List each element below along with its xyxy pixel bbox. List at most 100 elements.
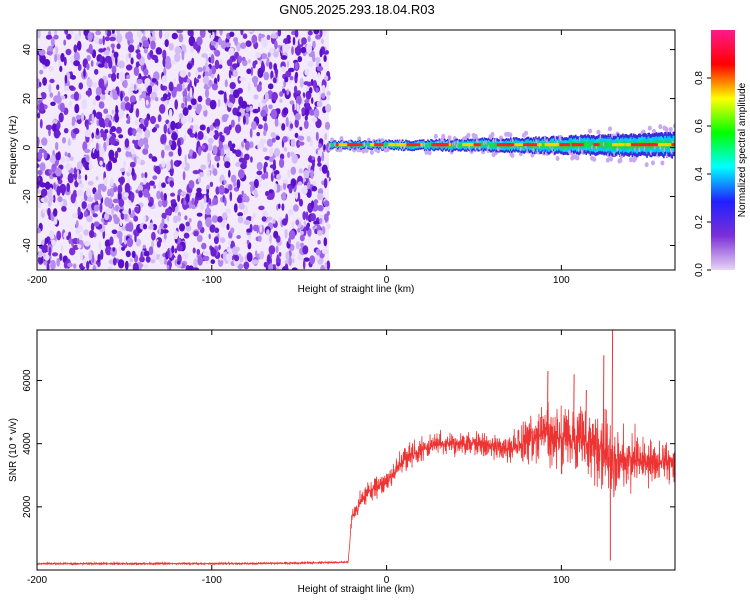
signal-core (551, 143, 566, 147)
signal-haze (652, 128, 657, 134)
colorbar-gradient (711, 30, 735, 270)
noise-blob (287, 169, 291, 178)
signal-inner (386, 143, 388, 147)
noise-blob (110, 43, 116, 48)
noise-blob (39, 162, 46, 172)
noise-blob (316, 66, 324, 72)
noise-blob (270, 131, 276, 138)
noise-blob (270, 109, 278, 120)
noise-blob (102, 122, 106, 129)
noise-blob (39, 255, 44, 264)
y-tick-label: 0 (22, 144, 33, 150)
noise-blob (109, 178, 114, 187)
noise-blob (76, 238, 80, 245)
noise-blob (261, 216, 267, 222)
noise-blob (291, 154, 298, 164)
noise-blob (236, 111, 242, 117)
signal-haze (644, 162, 649, 168)
noise-blob (51, 239, 57, 247)
noise-blob (86, 260, 90, 270)
noise-blob (179, 223, 185, 232)
signal-haze (427, 150, 432, 156)
noise-blob (168, 108, 173, 119)
noise-blob (131, 250, 136, 259)
noise-blob (181, 50, 185, 61)
noise-blob (295, 192, 298, 200)
noise-blob (136, 158, 142, 164)
noise-blob (155, 123, 160, 129)
noise-blob (237, 212, 244, 217)
noise-blob (206, 184, 211, 190)
signal-haze (647, 125, 652, 131)
noise-blob (321, 164, 328, 174)
snr-peak (573, 374, 575, 441)
signal-inner (584, 140, 587, 147)
noise-blob (207, 30, 213, 34)
signal-core (559, 143, 567, 147)
noise-blob (87, 31, 93, 42)
noise-blob (202, 255, 210, 261)
noise-blob (233, 181, 237, 187)
noise-blob (133, 229, 138, 236)
noise-blob (265, 264, 269, 270)
signal-inner (636, 142, 639, 150)
signal-core (406, 143, 421, 147)
noise-blob (325, 103, 332, 113)
noise-blob (220, 148, 225, 157)
noise-blob (99, 55, 103, 63)
noise-blob (203, 84, 208, 90)
noise-blob (130, 57, 134, 65)
noise-blob (140, 118, 145, 125)
noise-blob (91, 113, 95, 124)
noise-blob (264, 91, 269, 102)
noise-blob (97, 63, 105, 68)
noise-blob (53, 208, 58, 217)
noise-blob (273, 147, 281, 157)
noise-blob (256, 132, 261, 137)
noise-blob (262, 147, 268, 153)
noise-blob (54, 216, 58, 225)
noise-blob (291, 267, 298, 270)
noise-blob (176, 260, 181, 265)
noise-blob (251, 34, 258, 45)
noise-blob (78, 233, 83, 241)
noise-blob (105, 30, 108, 36)
noise-blob (179, 69, 187, 78)
noise-blob (95, 176, 99, 181)
noise-blob (47, 198, 52, 207)
noise-blob (297, 56, 303, 63)
noise-blob (226, 223, 230, 231)
noise-blob (269, 234, 272, 244)
noise-blob (227, 102, 234, 108)
signal-inner (600, 140, 602, 148)
noise-blob (261, 37, 268, 48)
noise-blob (129, 161, 136, 168)
noise-blob (160, 83, 163, 90)
noise-blob (45, 34, 53, 40)
signal-inner (487, 142, 490, 147)
noise-blob (111, 109, 115, 115)
noise-blob (260, 109, 267, 118)
noise-blob (229, 82, 236, 90)
noise-blob (267, 83, 274, 90)
noise-blob (39, 182, 47, 188)
noise-blob (304, 115, 308, 121)
signal-inner (482, 143, 485, 148)
noise-blob (59, 102, 65, 113)
snr-peak (585, 389, 587, 442)
noise-blob (83, 148, 91, 154)
noise-blob (236, 235, 241, 239)
noise-blob (46, 189, 53, 198)
noise-blob (83, 68, 86, 78)
signal-inner (495, 143, 497, 149)
noise-blob (120, 91, 123, 102)
signal-inner (481, 141, 484, 146)
noise-blob (264, 161, 268, 168)
noise-blob (162, 49, 167, 60)
noise-blob (83, 229, 89, 236)
noise-blob (143, 47, 148, 54)
noise-blob (86, 63, 90, 70)
noise-blob (197, 131, 204, 140)
noise-blob (253, 78, 258, 88)
noise-blob (92, 82, 98, 89)
